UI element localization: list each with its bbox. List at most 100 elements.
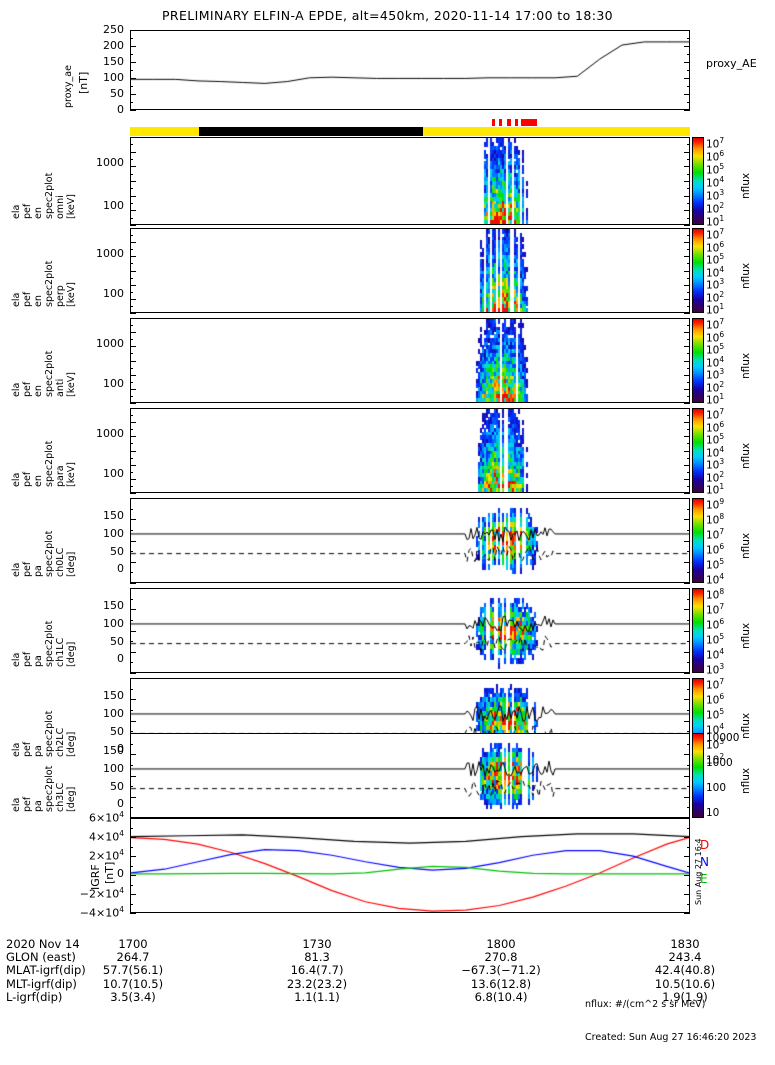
tick-mark xyxy=(130,242,136,244)
panel-pitchangle-3 xyxy=(130,733,690,818)
tick-mark xyxy=(130,332,136,334)
colorbar-axis-label: nflux xyxy=(740,712,752,739)
igrf-ytick-label: −4×104 xyxy=(79,905,124,920)
tick-mark xyxy=(687,395,690,397)
tick-mark xyxy=(130,561,136,563)
colorbar-tick-label: 106 xyxy=(706,329,725,344)
tick-mark xyxy=(130,263,133,265)
colorbar-tick-label: 102 xyxy=(706,752,725,767)
tick-mark xyxy=(130,381,133,383)
xaxis-value: 1830 xyxy=(670,937,700,951)
axis-label-part: [keV] xyxy=(66,194,77,219)
xaxis-value: −67.3(−71.2) xyxy=(461,963,541,978)
tick-mark xyxy=(130,374,136,376)
tick-mark xyxy=(130,270,136,272)
colorbar-tick-label: 107 xyxy=(706,602,725,617)
tick-mark xyxy=(130,388,136,390)
tick-mark xyxy=(684,408,690,409)
tick-mark xyxy=(130,699,136,701)
tick-mark xyxy=(687,429,690,431)
tick-mark xyxy=(687,305,690,307)
xaxis-value: 10.5(10.6) xyxy=(654,976,716,991)
plot-page: PRELIMINARY ELFIN-A EPDE, alt=450km, 202… xyxy=(2,8,757,1043)
axis-label-part: ela xyxy=(11,292,22,307)
axis-label-part: perp xyxy=(55,285,66,307)
tick-mark xyxy=(130,457,133,459)
tick-mark xyxy=(130,217,133,219)
axis-label-part: pa xyxy=(33,655,44,667)
colorbar-tick-label: 103 xyxy=(706,737,725,752)
tick-mark xyxy=(130,54,133,55)
axis-label-part: [keV] xyxy=(66,462,77,487)
colorbar-tick-label: 104 xyxy=(706,175,725,190)
axis-label-part: ela xyxy=(11,797,22,812)
tick-mark xyxy=(130,228,136,229)
tick-mark xyxy=(687,367,690,369)
tick-mark xyxy=(687,641,690,643)
tick-mark xyxy=(130,195,136,197)
axis-label-part: pef xyxy=(22,796,33,812)
colorbar-tick-label: 104 xyxy=(706,647,725,662)
igrf-legend-item-N: N xyxy=(700,855,709,869)
tick-mark xyxy=(684,699,690,701)
tick-mark xyxy=(684,110,690,111)
ytick-label: 100 xyxy=(103,377,124,391)
tick-mark xyxy=(684,374,690,376)
page-title: PRELIMINARY ELFIN-A EPDE, alt=450km, 202… xyxy=(161,8,614,23)
axis-label-part: ch3LC xyxy=(55,782,66,812)
ytick-label: 100 xyxy=(103,706,124,720)
axis-label-part: ch1LC xyxy=(55,637,66,667)
tick-mark xyxy=(687,263,690,265)
ytick-label: 50 xyxy=(110,634,124,648)
tick-mark xyxy=(684,256,690,258)
tick-mark xyxy=(130,786,133,788)
igrf-legend-item-D: D xyxy=(700,838,710,852)
axis-label-part: en xyxy=(33,207,44,219)
tick-mark xyxy=(687,353,690,355)
tick-mark xyxy=(130,298,136,300)
tick-mark xyxy=(130,662,133,664)
tick-mark xyxy=(130,485,133,487)
footer-note: nflux: #/(cm^2 s sr MeV) Created: Sun Au… xyxy=(585,977,756,1065)
colorbar-tick-label: 105 xyxy=(706,162,725,177)
colorbar-tick-label: 103 xyxy=(706,367,725,382)
ae-ytick-label: 0 xyxy=(117,103,124,116)
ytick-label: 150 xyxy=(103,743,124,757)
colorbar-tick-label: 101 xyxy=(706,302,725,317)
igrf-ytick-label: 4×104 xyxy=(89,829,124,844)
colorbar-tick-label: 104 xyxy=(706,354,725,369)
colorbar-tick-label: 102 xyxy=(706,289,725,304)
tick-mark xyxy=(687,203,690,204)
tick-mark xyxy=(130,367,133,369)
tick-mark xyxy=(130,588,136,589)
tick-mark xyxy=(684,894,690,895)
tick-mark xyxy=(130,471,133,473)
tick-mark xyxy=(684,540,690,542)
tick-mark xyxy=(130,151,136,153)
tick-mark xyxy=(684,630,690,632)
tick-mark xyxy=(687,807,690,809)
xaxis-value: 23.2(23.2) xyxy=(286,976,348,991)
axis-label-pa-0 xyxy=(2,579,126,580)
tick-mark xyxy=(687,86,690,87)
axis-label-part: ela xyxy=(11,562,22,577)
tick-mark xyxy=(684,678,690,679)
ytick-label: 100 xyxy=(103,761,124,775)
colorbar-tick-label: 105 xyxy=(706,707,725,722)
ytick-label: 150 xyxy=(103,598,124,612)
axis-label-part: ch0LC xyxy=(55,547,66,577)
colorbar-tick-label: 107 xyxy=(706,527,725,542)
axis-label-part: en xyxy=(33,475,44,487)
tick-mark xyxy=(130,464,136,466)
tick-mark xyxy=(687,572,690,574)
axis-label-pa-2 xyxy=(2,759,126,760)
tick-mark xyxy=(687,159,690,160)
axis-label-part: pa xyxy=(33,745,44,757)
tick-mark xyxy=(130,796,136,798)
colorbar-tick-label: 104 xyxy=(706,572,725,587)
tick-mark xyxy=(130,403,136,404)
igrf-ytick-label: 2×104 xyxy=(89,848,124,863)
ae-ytick-label: 200 xyxy=(103,39,124,52)
axis-label-energy-2 xyxy=(2,399,126,400)
tick-mark xyxy=(687,457,690,459)
